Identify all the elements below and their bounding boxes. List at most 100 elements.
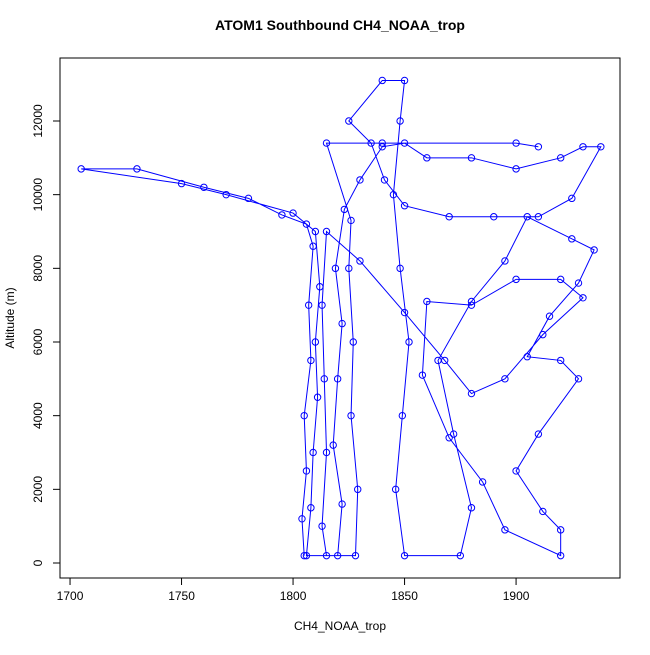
x-axis-label: CH4_NOAA_trop <box>294 619 386 633</box>
plot-frame <box>59 57 621 579</box>
data-point <box>309 242 317 250</box>
data-point <box>400 551 409 560</box>
data-point <box>349 338 357 346</box>
data-point <box>331 264 340 273</box>
data-point <box>534 213 543 221</box>
data-point <box>322 139 331 147</box>
data-point <box>320 375 328 383</box>
data-point <box>467 301 476 309</box>
data-point <box>338 500 346 508</box>
x-tick-label: 1850 <box>391 589 418 603</box>
data-point <box>534 430 543 438</box>
data-point <box>467 504 476 512</box>
data-point <box>445 434 453 442</box>
data-point <box>512 275 520 284</box>
data-point <box>300 411 308 420</box>
data-point <box>556 154 565 162</box>
data-point <box>467 154 476 162</box>
data-point <box>556 551 565 560</box>
data-point <box>400 139 409 147</box>
data-point <box>523 213 531 221</box>
data-point <box>345 117 353 125</box>
y-tick-label: 12000 <box>31 104 45 138</box>
data-point <box>545 312 554 320</box>
data-point <box>316 283 324 291</box>
data-point <box>333 375 342 383</box>
data-point <box>244 194 253 203</box>
data-point <box>501 375 509 383</box>
data-point <box>568 235 576 243</box>
chart-title: ATOM1 Southbound CH4_NOAA_trop <box>215 17 465 33</box>
data-point <box>333 551 342 560</box>
data-point <box>133 165 141 173</box>
data-point <box>490 213 498 221</box>
data-point <box>568 194 576 203</box>
x-tick-label: 1750 <box>168 589 195 603</box>
data-point <box>400 308 409 317</box>
data-point <box>456 551 465 560</box>
data-point <box>304 301 313 309</box>
y-tick-label: 10000 <box>31 178 45 212</box>
x-tick-label: 1800 <box>280 589 307 603</box>
data-point <box>318 301 326 309</box>
data-point <box>322 448 331 457</box>
data-point <box>574 375 583 383</box>
data-point <box>311 227 320 236</box>
data-point <box>356 257 364 265</box>
data-point <box>501 257 509 265</box>
data-point <box>313 393 322 401</box>
data-point <box>302 467 311 475</box>
data-point <box>307 356 315 365</box>
data-point <box>467 389 476 398</box>
data-point <box>590 246 598 254</box>
data-point <box>309 448 317 457</box>
data-point <box>445 213 453 221</box>
data-point <box>347 411 355 420</box>
y-tick-label: 4000 <box>31 402 45 429</box>
y-axis-label: Altitude (m) <box>3 287 17 348</box>
data-point <box>77 165 85 173</box>
data-point <box>579 294 587 302</box>
data-point <box>523 353 531 361</box>
data-point <box>345 264 353 273</box>
data-point <box>400 202 409 210</box>
x-tick-label: 1700 <box>57 589 84 603</box>
data-point <box>302 551 311 560</box>
data-point <box>298 515 306 523</box>
data-point <box>311 338 320 346</box>
y-tick-label: 0 <box>31 559 45 566</box>
data-line <box>81 79 602 557</box>
data-point <box>338 319 346 328</box>
data-point <box>302 220 311 228</box>
data-point <box>579 143 587 151</box>
data-point <box>556 526 565 534</box>
data-point <box>322 227 331 236</box>
data-point <box>351 551 360 560</box>
data-point <box>177 179 186 188</box>
data-point <box>400 76 409 85</box>
data-point <box>405 338 413 346</box>
data-point <box>512 467 520 475</box>
data-point <box>278 211 286 219</box>
data-point <box>378 139 386 147</box>
data-point <box>556 275 565 284</box>
data-point <box>467 297 476 306</box>
data-point <box>449 430 458 438</box>
y-tick-label: 6000 <box>31 328 45 355</box>
data-point <box>347 216 355 225</box>
data-point <box>418 371 427 379</box>
data-point <box>289 209 297 217</box>
data-point <box>512 165 520 173</box>
data-point <box>322 551 331 560</box>
data-point <box>423 154 431 162</box>
y-tick-label: 2000 <box>31 476 45 503</box>
data-point <box>512 139 520 147</box>
data-point <box>389 190 398 199</box>
data-point <box>378 143 386 151</box>
data-point <box>396 264 404 273</box>
data-point <box>396 117 404 125</box>
data-point <box>398 411 407 420</box>
data-point <box>222 190 230 199</box>
data-point <box>380 176 389 184</box>
